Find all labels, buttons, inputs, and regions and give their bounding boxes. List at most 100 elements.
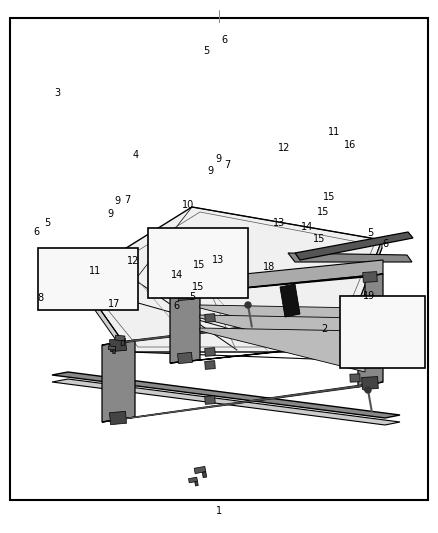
Polygon shape <box>350 374 360 382</box>
Polygon shape <box>115 335 125 341</box>
Text: 9: 9 <box>114 197 120 206</box>
Polygon shape <box>200 328 365 372</box>
Text: 6: 6 <box>33 227 39 237</box>
Polygon shape <box>177 289 192 301</box>
Polygon shape <box>350 296 360 304</box>
Polygon shape <box>350 331 360 339</box>
Polygon shape <box>10 18 428 500</box>
Polygon shape <box>350 359 360 367</box>
Polygon shape <box>205 313 215 322</box>
Polygon shape <box>181 267 191 273</box>
Polygon shape <box>340 240 382 360</box>
Text: 13: 13 <box>212 255 224 265</box>
Text: 15: 15 <box>192 282 205 292</box>
Text: 15: 15 <box>313 234 325 244</box>
Polygon shape <box>200 315 365 359</box>
Text: 5: 5 <box>44 218 50 228</box>
Text: 15: 15 <box>317 207 329 217</box>
Polygon shape <box>102 382 383 422</box>
Polygon shape <box>189 256 201 264</box>
Polygon shape <box>110 338 127 352</box>
Polygon shape <box>340 334 360 367</box>
Text: 9: 9 <box>108 209 114 219</box>
Polygon shape <box>38 248 138 310</box>
Text: 16: 16 <box>344 140 357 150</box>
Text: 1: 1 <box>216 506 222 515</box>
Polygon shape <box>121 341 124 345</box>
Text: 6: 6 <box>221 35 227 45</box>
Text: 19: 19 <box>363 291 375 301</box>
Polygon shape <box>288 253 412 262</box>
Text: 6: 6 <box>173 302 179 311</box>
Text: 15: 15 <box>323 192 335 202</box>
Polygon shape <box>188 271 191 276</box>
Circle shape <box>365 387 371 393</box>
Text: 5: 5 <box>203 46 209 55</box>
Polygon shape <box>187 260 192 266</box>
Polygon shape <box>200 305 365 349</box>
Text: 10: 10 <box>182 200 194 210</box>
Polygon shape <box>381 318 390 322</box>
Polygon shape <box>170 274 383 295</box>
Polygon shape <box>195 481 198 486</box>
Text: 4: 4 <box>133 150 139 159</box>
Polygon shape <box>362 322 374 330</box>
Text: 13: 13 <box>273 218 286 228</box>
Polygon shape <box>280 284 300 317</box>
Text: 2: 2 <box>321 325 327 334</box>
Polygon shape <box>78 278 130 360</box>
Polygon shape <box>52 379 400 425</box>
Polygon shape <box>170 292 200 363</box>
Polygon shape <box>102 340 135 422</box>
Polygon shape <box>52 372 400 418</box>
Polygon shape <box>371 328 375 335</box>
Text: 9: 9 <box>215 154 221 164</box>
Polygon shape <box>113 350 116 354</box>
Text: 8: 8 <box>38 294 44 303</box>
Polygon shape <box>340 296 425 368</box>
Polygon shape <box>78 207 382 352</box>
Text: 15: 15 <box>193 261 205 270</box>
Polygon shape <box>202 472 207 478</box>
Text: 6: 6 <box>382 239 389 249</box>
Polygon shape <box>363 335 377 345</box>
Polygon shape <box>393 334 403 342</box>
Text: 11: 11 <box>89 266 102 276</box>
Polygon shape <box>400 339 405 344</box>
Polygon shape <box>80 273 96 283</box>
Polygon shape <box>188 477 198 483</box>
Polygon shape <box>388 322 391 326</box>
Polygon shape <box>110 411 127 425</box>
Polygon shape <box>362 305 378 318</box>
Polygon shape <box>365 274 383 343</box>
Text: 3: 3 <box>54 88 60 98</box>
Polygon shape <box>108 346 116 350</box>
Polygon shape <box>194 466 206 474</box>
Polygon shape <box>205 348 215 357</box>
Text: 9: 9 <box>207 166 213 175</box>
Polygon shape <box>170 340 383 363</box>
Polygon shape <box>362 377 378 390</box>
Polygon shape <box>179 254 191 262</box>
Polygon shape <box>205 395 215 405</box>
Text: 14: 14 <box>301 222 314 231</box>
Polygon shape <box>148 228 248 298</box>
Text: 17: 17 <box>108 299 120 309</box>
Circle shape <box>245 302 251 308</box>
Text: 7: 7 <box>225 160 231 170</box>
Polygon shape <box>358 310 383 387</box>
Polygon shape <box>198 261 202 268</box>
Text: 18: 18 <box>263 262 276 271</box>
Text: 12: 12 <box>278 143 290 153</box>
Text: 7: 7 <box>124 195 130 205</box>
Polygon shape <box>378 305 389 311</box>
Text: 14: 14 <box>171 270 184 280</box>
Polygon shape <box>363 272 377 282</box>
Polygon shape <box>91 280 97 288</box>
Polygon shape <box>295 232 413 260</box>
Text: 5: 5 <box>367 229 373 238</box>
Polygon shape <box>102 310 383 345</box>
Polygon shape <box>205 260 383 292</box>
Polygon shape <box>210 264 220 271</box>
Polygon shape <box>205 361 215 369</box>
